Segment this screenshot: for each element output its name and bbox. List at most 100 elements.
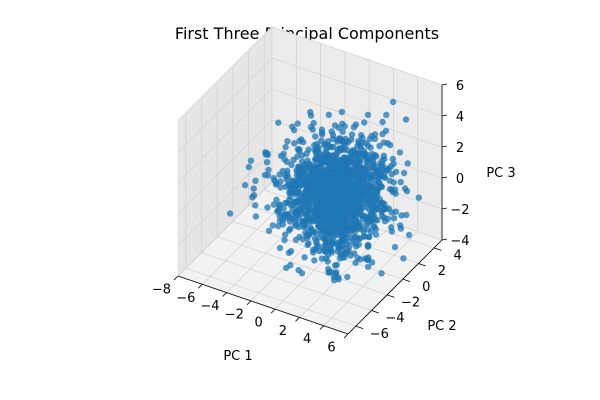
scatter-point (325, 178, 333, 186)
scatter-point (322, 248, 329, 255)
scatter-point (277, 184, 284, 191)
scatter-point (313, 243, 321, 250)
x-tick-mark (246, 300, 252, 306)
scatter-point (315, 234, 323, 241)
scatter-point (372, 153, 380, 160)
scatter-point (241, 181, 249, 189)
scatter-point (374, 187, 381, 194)
scatter-point (245, 163, 253, 171)
scatter-point (318, 126, 326, 133)
scatter-point (354, 143, 361, 150)
scatter-point (320, 196, 328, 203)
x-tick-mark (173, 275, 179, 281)
scatter-point (386, 177, 393, 184)
z-gridline (177, 181, 273, 277)
z-gridline (177, 119, 273, 215)
scatter-point (318, 223, 325, 230)
scatter-point (265, 227, 273, 234)
scatter-point (312, 229, 319, 236)
scatter-point (329, 131, 337, 139)
scatter-point (285, 227, 293, 234)
scatter-point (350, 159, 357, 167)
y-gridline (201, 252, 372, 311)
scatter-point (370, 158, 377, 165)
scatter-point (359, 166, 367, 173)
axes-lines (177, 85, 443, 335)
scatter-point (344, 212, 352, 220)
scatter-point (396, 149, 404, 156)
scatter-point (380, 152, 387, 159)
scatter-point (273, 196, 280, 203)
scatter-point (338, 108, 346, 116)
scatter-point (355, 208, 362, 215)
scatter-point (252, 213, 260, 220)
scatter-point (307, 108, 314, 116)
scatter-point (377, 166, 384, 174)
x-axis-line (177, 275, 349, 335)
scatter-point (380, 139, 387, 146)
y-tick-label: −2 (401, 296, 420, 311)
z-gridline (177, 150, 273, 246)
scatter-point (372, 226, 379, 233)
scatter-point (390, 215, 398, 222)
scatter-point (288, 161, 295, 169)
scatter-point (331, 262, 339, 269)
scatter-point (313, 202, 320, 209)
scatter-point (294, 120, 301, 127)
scatter-point (339, 158, 347, 165)
z-gridline (271, 26, 443, 86)
scatter-point (354, 218, 361, 226)
scatter-point (375, 179, 382, 186)
scatter-point (265, 166, 272, 174)
scatter-point (345, 176, 352, 183)
x-tick-label: −2 (225, 307, 244, 322)
scatter-point (333, 175, 341, 183)
scatter-point (340, 229, 347, 236)
scatter-point (282, 183, 289, 190)
z-tick-mark (441, 207, 448, 210)
scatter-point (378, 212, 386, 220)
scatter-point (358, 132, 365, 139)
y-tick-mark (434, 247, 442, 251)
scatter-point (249, 194, 256, 201)
scatter-point (366, 135, 374, 143)
scatter-point (283, 264, 290, 272)
scatter-point (344, 223, 351, 230)
scatter-point (312, 133, 319, 140)
scatter-point (383, 111, 390, 119)
scatter-point (315, 144, 322, 151)
scatter-point (291, 181, 299, 188)
scatter-point (397, 222, 404, 229)
z-axis-label: PC 3 (486, 166, 515, 181)
scatter-point (276, 171, 283, 178)
scatter-point (247, 157, 255, 164)
scatter-point (343, 181, 351, 188)
scatter-point (356, 235, 364, 242)
scatter-point (326, 143, 333, 150)
scatter-point (339, 120, 346, 128)
x-tick-label: −8 (152, 283, 171, 298)
scatter-point (337, 237, 344, 245)
y-tick-mark (355, 325, 364, 330)
scatter-point (274, 208, 281, 215)
scatter-point (364, 226, 372, 233)
scatter-point (301, 254, 308, 261)
scatter-point (358, 173, 365, 181)
x-axis-label: PC 1 (223, 349, 252, 364)
scatter-point (372, 231, 380, 238)
scatter-point (325, 265, 332, 273)
scatter-point (294, 197, 301, 205)
scatter-point (294, 153, 301, 160)
y-tick-label: −6 (370, 327, 389, 342)
scatter-point (397, 178, 404, 186)
scatter-point (325, 238, 332, 245)
z-tick-mark (441, 238, 448, 241)
scatter-point (300, 198, 307, 205)
y-axis-line (347, 239, 443, 335)
scatter-point (305, 240, 312, 247)
scatter-point (350, 124, 358, 131)
x-tick-mark (198, 284, 203, 289)
x-tick-mark (270, 308, 276, 314)
z-tick-label: 4 (456, 110, 464, 125)
z-tick-label: 2 (456, 141, 464, 156)
